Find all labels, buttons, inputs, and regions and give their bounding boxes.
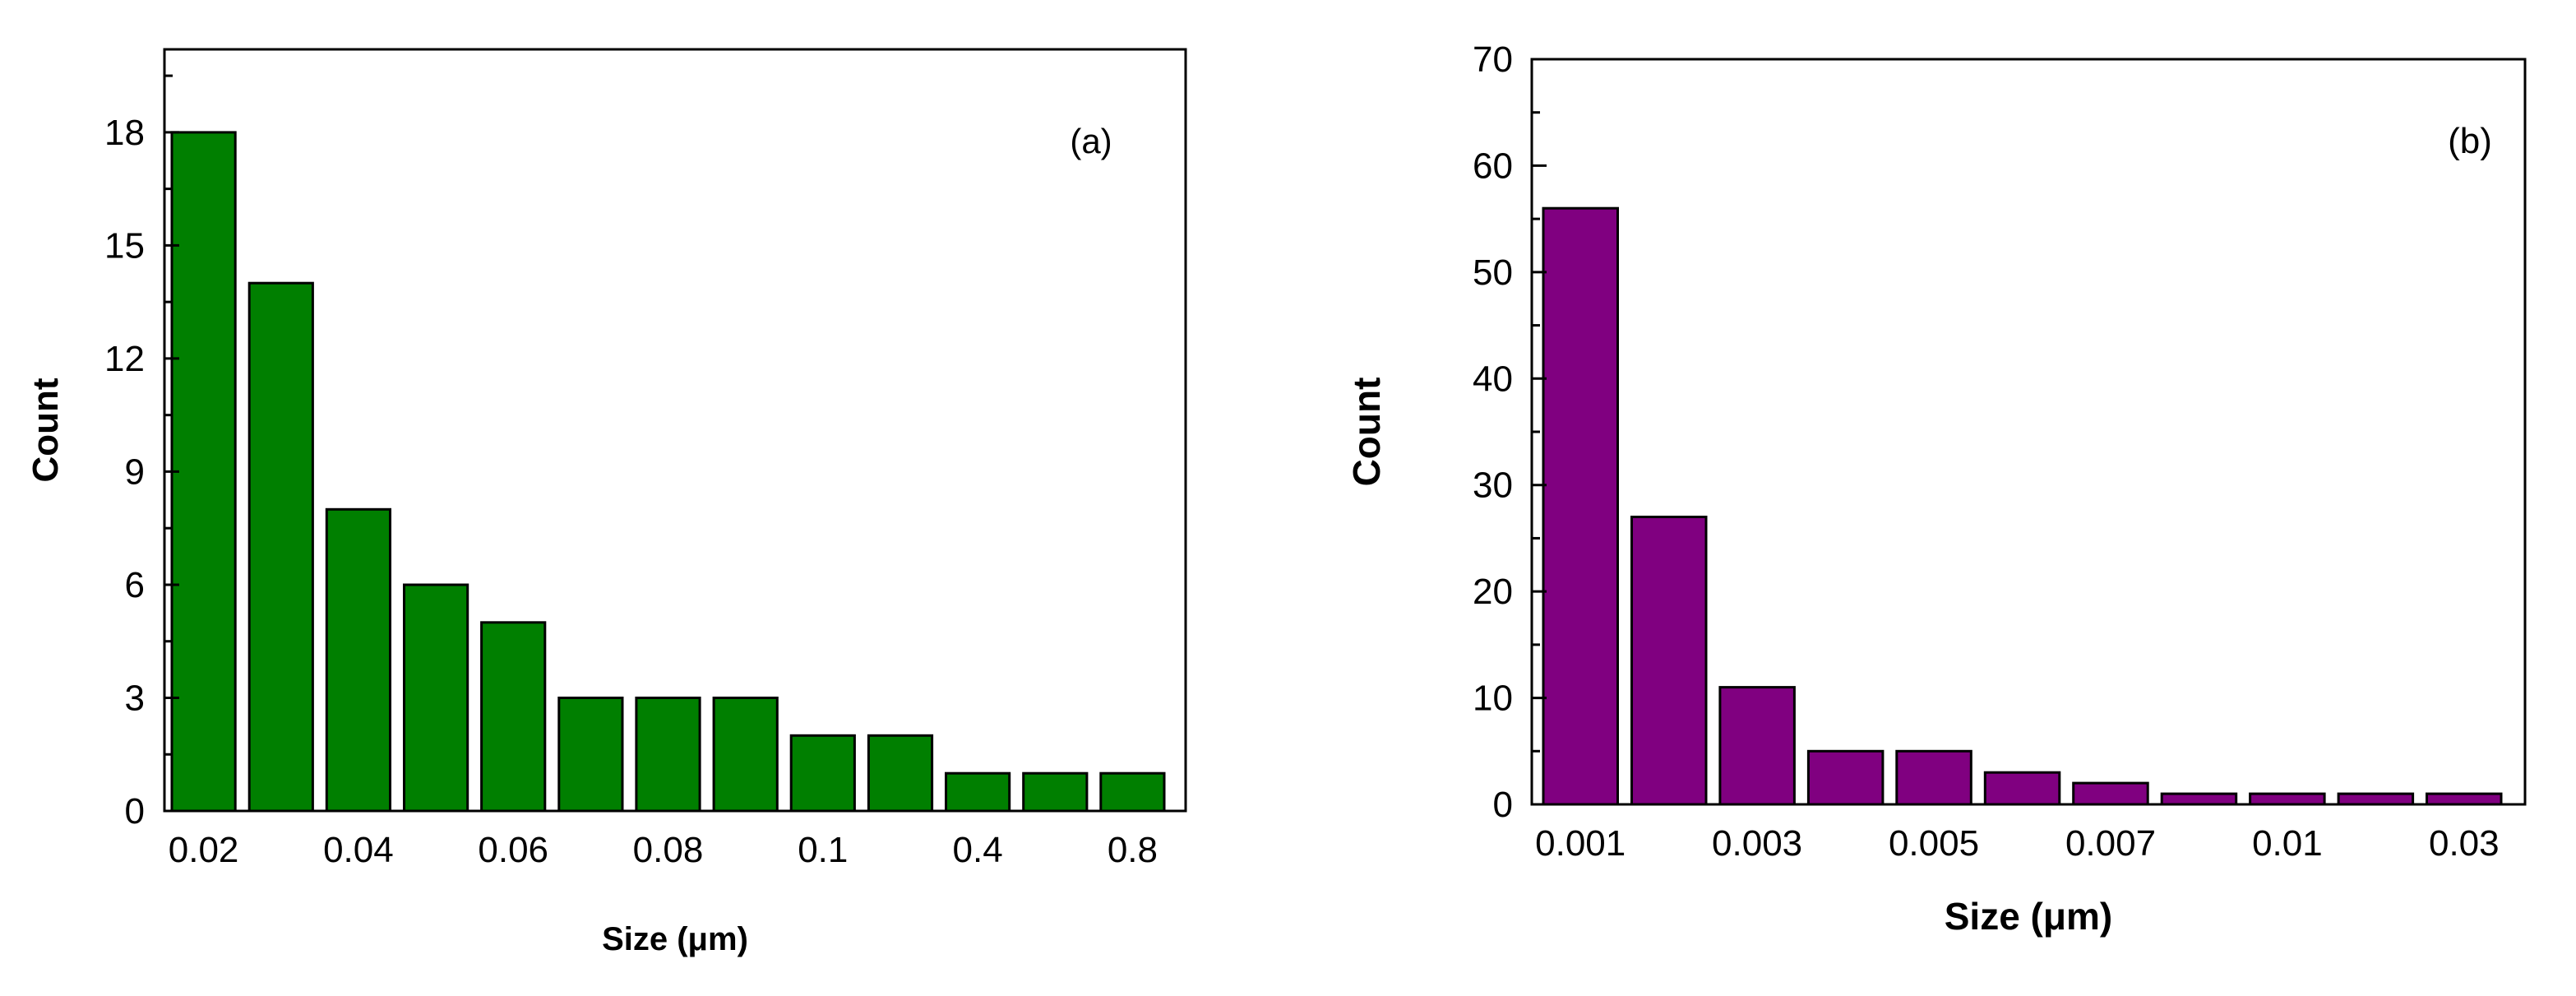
x-tick-label: 0.01 xyxy=(2252,823,2323,864)
y-tick-label: 18 xyxy=(104,113,145,153)
bar-0.07 xyxy=(557,697,624,813)
bar-0.08 xyxy=(635,697,701,813)
y-tick-label: 0 xyxy=(125,791,145,832)
x-tick-label: 0.06 xyxy=(478,830,548,870)
bar-0.02 xyxy=(2337,792,2415,806)
y-tick-label: 12 xyxy=(104,339,145,379)
x-axis-title: Size (μm) xyxy=(602,921,748,957)
bar-0.001 xyxy=(1542,206,1619,806)
bar-0.005 xyxy=(1895,749,1972,806)
panel-label: (b) xyxy=(2448,121,2492,161)
y-tick-label: 9 xyxy=(125,452,145,492)
x-tick-label: 0.03 xyxy=(2429,823,2500,864)
y-tick-label: 60 xyxy=(1473,146,1513,186)
bar-0.8 xyxy=(1099,771,1166,813)
y-tick-label: 30 xyxy=(1473,466,1513,506)
x-tick-label: 0.04 xyxy=(323,830,394,870)
y-tick-label: 70 xyxy=(1473,39,1513,80)
plot-frame xyxy=(163,48,1187,813)
bar-0.1 xyxy=(789,734,856,813)
bar-0.6 xyxy=(1022,771,1089,813)
x-tick-label: 0.001 xyxy=(1535,823,1626,864)
bar-0.002 xyxy=(1630,516,1708,806)
y-tick-label: 0 xyxy=(1493,785,1513,825)
y-tick-label: 6 xyxy=(125,565,145,605)
x-tick-label: 0.1 xyxy=(798,830,848,870)
panel-label: (a) xyxy=(1070,122,1112,160)
bar-0.2 xyxy=(867,734,934,813)
y-tick-label: 3 xyxy=(125,678,145,718)
y-axis-title: Count xyxy=(25,378,66,482)
chart-panel-b: 0 10 20 30 40 50 60 70 0.001 0.003 0.005 0.007 0.01 0… xyxy=(1345,39,2527,938)
x-tick-label: 0.003 xyxy=(1712,823,1802,864)
y-tick-label: 10 xyxy=(1473,679,1513,719)
bar-0.003 xyxy=(1718,686,1796,806)
x-tick-label: 0.4 xyxy=(953,830,1003,870)
y-tick-label: 50 xyxy=(1473,252,1513,293)
bar-0.007 xyxy=(2072,781,2149,806)
bar-0.008 xyxy=(2160,792,2238,806)
y-tick-label: 40 xyxy=(1473,359,1513,399)
bar-0.09 xyxy=(712,697,779,813)
x-tick-label: 0.8 xyxy=(1108,830,1158,870)
bar-0.05 xyxy=(403,583,469,813)
bar-0.01 xyxy=(2249,792,2326,806)
bar-0.04 xyxy=(325,507,391,813)
y-tick-label: 15 xyxy=(104,225,145,266)
x-tick-label: 0.02 xyxy=(169,830,239,870)
bar-0.03 xyxy=(247,281,314,813)
bar-0.02 xyxy=(170,131,237,813)
x-tick-label: 0.007 xyxy=(2065,823,2156,864)
x-tick-label: 0.08 xyxy=(633,830,704,870)
chart-panel-a: 0 3 6 9 12 15 18 0.02 0.04 0.06 0.08 0.1 0.4 0.8 Size … xyxy=(25,48,1187,957)
bar-0.4 xyxy=(945,771,1011,813)
x-axis-title: Size (μm) xyxy=(1945,895,2113,938)
bar-0.03 xyxy=(2426,792,2503,806)
x-tick-label: 0.005 xyxy=(1889,823,1979,864)
y-tick-label: 20 xyxy=(1473,572,1513,612)
y-axis-title: Count xyxy=(1345,378,1388,487)
bar-0.006 xyxy=(1983,771,2061,806)
bar-0.06 xyxy=(480,621,547,813)
bar-0.004 xyxy=(1806,749,1885,806)
